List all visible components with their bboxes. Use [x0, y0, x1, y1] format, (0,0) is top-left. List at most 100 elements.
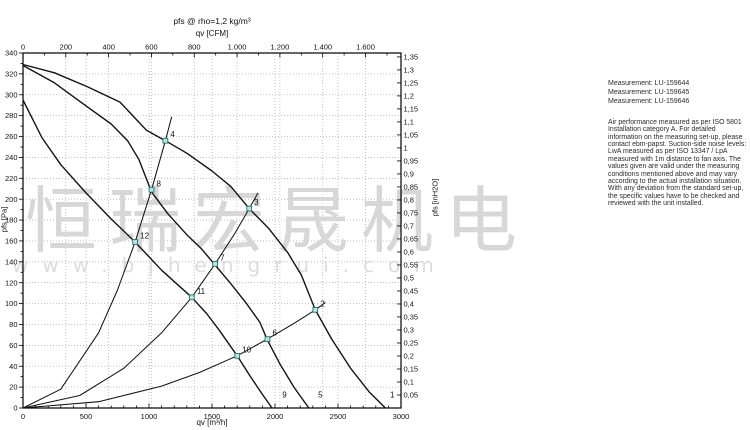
- svg-text:500: 500: [80, 412, 93, 421]
- svg-text:40: 40: [9, 362, 17, 371]
- curve-number-label: 5: [318, 391, 323, 400]
- svg-text:1.400: 1.400: [313, 43, 332, 52]
- operating-point-label: 3: [254, 198, 259, 207]
- svg-text:0,65: 0,65: [404, 235, 419, 244]
- side-panel: Measurement: LU-159644 Measurement: LU-1…: [608, 80, 749, 208]
- operating-point-label: 10: [242, 345, 251, 354]
- measurement-line: Measurement: LU-159646: [608, 98, 690, 106]
- svg-text:240: 240: [5, 153, 18, 162]
- svg-text:400: 400: [102, 43, 115, 52]
- curve-number-label: 1: [390, 391, 395, 400]
- svg-text:0,3: 0,3: [404, 326, 414, 335]
- svg-text:0: 0: [21, 43, 25, 52]
- fan-curve-9: [22, 99, 273, 409]
- gridlines: [23, 53, 401, 408]
- svg-text:100: 100: [5, 299, 18, 308]
- svg-text:0,9: 0,9: [404, 170, 414, 179]
- svg-text:0,1: 0,1: [404, 378, 414, 387]
- svg-text:280: 280: [5, 111, 18, 120]
- fan-curves: [22, 63, 386, 409]
- svg-text:0,6: 0,6: [404, 248, 414, 257]
- svg-text:260: 260: [5, 132, 18, 141]
- svg-text:0,5: 0,5: [404, 274, 414, 283]
- svg-text:1,35: 1,35: [404, 52, 419, 61]
- top-axis-unit-label: qv [CFM]: [195, 29, 229, 38]
- svg-text:120: 120: [5, 278, 18, 287]
- svg-text:3000: 3000: [393, 412, 410, 421]
- svg-text:320: 320: [5, 69, 18, 78]
- svg-text:80: 80: [9, 320, 17, 329]
- operating-point-label: 7: [220, 253, 225, 262]
- curve-number-label: 9: [282, 391, 287, 400]
- svg-text:200: 200: [60, 43, 73, 52]
- operating-point-3: [246, 205, 253, 212]
- operating-point-2: [312, 307, 319, 313]
- svg-text:0,8: 0,8: [404, 196, 414, 205]
- svg-text:1.200: 1.200: [270, 43, 289, 52]
- operating-point-11: [188, 294, 195, 301]
- svg-text:0,75: 0,75: [404, 209, 419, 218]
- svg-text:1.000: 1.000: [228, 43, 247, 52]
- svg-text:0,4: 0,4: [404, 300, 414, 309]
- operating-point-label: 4: [170, 130, 175, 139]
- svg-text:0,95: 0,95: [404, 157, 419, 166]
- svg-text:1,3: 1,3: [404, 65, 414, 74]
- svg-text:160: 160: [5, 237, 18, 246]
- svg-text:220: 220: [5, 174, 18, 183]
- svg-text:0,7: 0,7: [404, 222, 414, 231]
- svg-text:800: 800: [188, 43, 201, 52]
- svg-text:1,15: 1,15: [404, 105, 419, 114]
- operating-point-8: [148, 186, 155, 193]
- top-axis: 0 200 400 600 800 1.000 1.200 1.400 1.600: [21, 43, 388, 58]
- svg-text:20: 20: [9, 383, 17, 392]
- operating-point-label: 12: [140, 231, 149, 240]
- svg-text:60: 60: [9, 341, 17, 350]
- svg-text:1,25: 1,25: [404, 79, 419, 88]
- iso-note: Air performance measured as per ISO 5801…: [608, 118, 747, 208]
- svg-text:2000: 2000: [267, 412, 284, 421]
- svg-text:1,1: 1,1: [404, 118, 414, 127]
- svg-text:300: 300: [5, 90, 18, 99]
- svg-text:0,35: 0,35: [404, 313, 419, 322]
- svg-text:1,05: 1,05: [404, 131, 419, 140]
- svg-text:0,45: 0,45: [404, 287, 419, 296]
- operating-point-12: [132, 239, 138, 245]
- left-axis-label: pfs [Pa]: [0, 206, 9, 233]
- measurement-line: Measurement: LU-159645: [608, 89, 690, 97]
- operating-points: 4 8 12 3 7 11 2 6 10 9 5 1: [132, 130, 395, 400]
- svg-text:0,15: 0,15: [404, 365, 419, 374]
- operating-point-label: 6: [272, 329, 277, 338]
- bottom-axis: 0 500 1000 1500 2000 2500 3000: [21, 403, 410, 421]
- operating-point-7: [212, 261, 219, 267]
- right-axis: 0,05 0,1 0,15 0,2 0,25 0,3 0,35 0,4 0,45 0,5 0,55 0…: [397, 52, 419, 400]
- svg-text:1: 1: [404, 144, 408, 153]
- operating-point-6: [264, 336, 271, 342]
- svg-text:1.600: 1.600: [356, 43, 375, 52]
- operating-point-label: 8: [157, 179, 162, 188]
- left-axis: 0 20 40 60 80 100 120 140 160 180 200 220 240 260 280 3…: [5, 49, 23, 413]
- watermark-url-text: www.bjhengrui.com: [12, 253, 448, 277]
- operating-point-10: [234, 352, 241, 359]
- fan-curve-5: [22, 64, 310, 409]
- bottom-axis-label: qv [m³/h]: [196, 418, 228, 427]
- svg-text:1,2: 1,2: [404, 92, 414, 101]
- svg-text:0,2: 0,2: [404, 352, 414, 361]
- watermark-cjk-text: 恒瑞宏晟机电: [25, 179, 529, 263]
- svg-text:180: 180: [5, 216, 18, 225]
- svg-text:1000: 1000: [141, 412, 158, 421]
- fan-curve-1: [22, 63, 386, 409]
- svg-text:0: 0: [21, 412, 25, 421]
- operating-point-label: 2: [320, 299, 325, 308]
- chart-title: pfs @ rho=1,2 kg/m³: [173, 16, 251, 26]
- right-axis-label: pfs [inH2O]: [430, 178, 440, 217]
- svg-text:200: 200: [5, 195, 18, 204]
- operating-point-4: [162, 137, 169, 144]
- svg-text:1500: 1500: [204, 412, 221, 421]
- svg-text:0: 0: [13, 404, 17, 413]
- system-line-4-8-12: [22, 116, 173, 409]
- svg-text:140: 140: [5, 257, 18, 266]
- svg-text:0,05: 0,05: [404, 391, 419, 400]
